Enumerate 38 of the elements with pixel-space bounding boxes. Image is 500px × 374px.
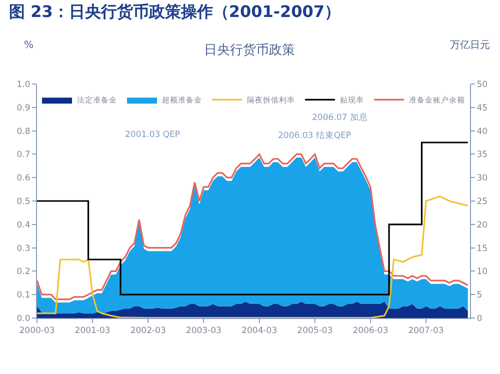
y-tick-label: 0.9 xyxy=(16,103,30,114)
x-tick-label: 2002-03 xyxy=(130,326,166,336)
y2-tick-label: 30 xyxy=(476,174,488,184)
x-tick-label: 2003-03 xyxy=(186,326,222,336)
y-tick-label: 0.0 xyxy=(16,314,30,324)
x-tick-label: 2004-03 xyxy=(242,326,278,336)
y-tick-label: 0.2 xyxy=(16,267,30,278)
x-tick-label: 2001-03 xyxy=(74,326,110,336)
x-tick-label: 2000-03 xyxy=(19,326,55,336)
y-tick-label: 0.8 xyxy=(16,126,30,137)
y-tick-label: 0.4 xyxy=(16,220,30,230)
y-tick-label: 0.3 xyxy=(16,244,30,254)
y2-tick-label: 40 xyxy=(476,126,488,137)
y-tick-label: 0.6 xyxy=(16,174,30,184)
y2-tick-label: 10 xyxy=(476,267,488,278)
x-tick-label: 2007-03 xyxy=(408,326,444,336)
x-tick-label: 2005-03 xyxy=(297,326,333,336)
y2-tick-label: 5 xyxy=(476,290,482,301)
y-tick-label: 0.5 xyxy=(16,196,30,207)
y-tick-label: 0.7 xyxy=(16,150,30,160)
y2-tick-label: 50 xyxy=(476,80,488,90)
annotation: 2006.07 加息 xyxy=(312,112,368,123)
y2-tick-label: 0 xyxy=(476,314,482,324)
y2-tick-label: 20 xyxy=(476,220,488,230)
y2-tick-label: 35 xyxy=(476,150,488,160)
line-series xyxy=(37,196,469,318)
y2-tick-label: 45 xyxy=(476,103,488,114)
x-tick-label: 2006-03 xyxy=(352,326,388,336)
y-tick-label: 1.0 xyxy=(16,80,30,90)
chart-title: 图 23：日央行货币政策操作（2001-2007） xyxy=(9,2,341,21)
y2-axis-title: 万亿日元 xyxy=(450,40,490,51)
y-tick-label: 0.1 xyxy=(16,290,30,301)
y2-tick-label: 15 xyxy=(476,244,488,254)
y-axis-title: % xyxy=(24,40,34,51)
chart-subtitle: 日央行货币政策 xyxy=(204,43,295,58)
annotation: 2001.03 QEP xyxy=(125,130,180,140)
y2-tick-label: 25 xyxy=(476,196,488,207)
annotation: 2006.03 结束QEP xyxy=(278,130,352,141)
